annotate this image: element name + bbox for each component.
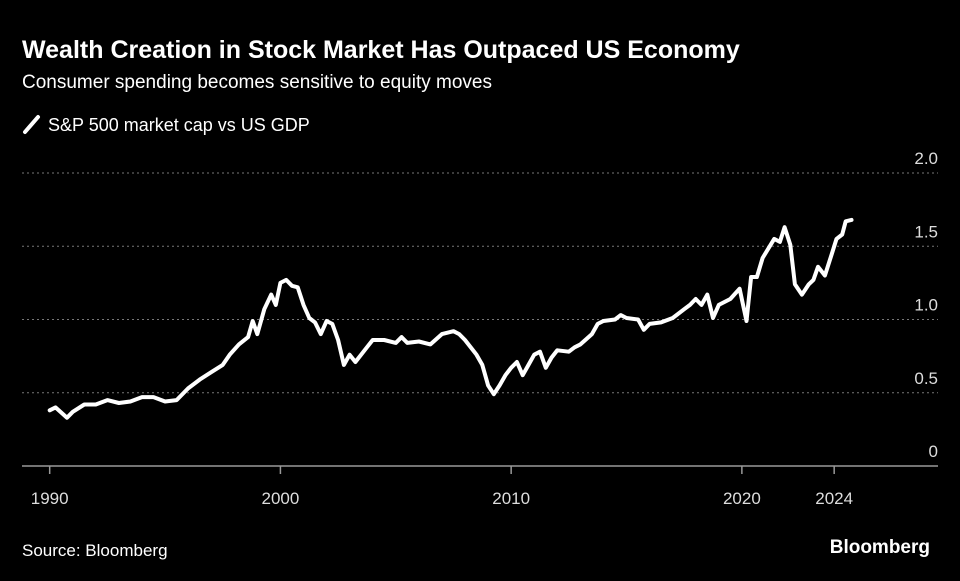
x-tick-label: 2010 [492, 489, 530, 508]
y-tick-label: 2.0 [914, 149, 938, 168]
legend-swatch [23, 115, 40, 134]
data-line [47, 217, 854, 420]
chart-title: Wealth Creation in Stock Market Has Outp… [22, 36, 740, 64]
brand-logo: Bloomberg [830, 537, 930, 558]
y-tick-label: 0 [929, 442, 938, 461]
legend-label: S&P 500 market cap vs US GDP [48, 115, 310, 135]
source: Source: Bloomberg [22, 541, 168, 560]
chart-subtitle: Consumer spending becomes sensitive to e… [22, 72, 492, 93]
x-tick-label: 2020 [723, 489, 761, 508]
y-tick-label: 1.0 [914, 296, 938, 315]
x-tick-label: 2024 [815, 489, 853, 508]
x-tick-label: 1990 [31, 489, 69, 508]
y-tick-label: 0.5 [914, 369, 938, 388]
y-tick-label: 1.5 [914, 222, 938, 241]
x-tick-label: 2000 [262, 489, 300, 508]
